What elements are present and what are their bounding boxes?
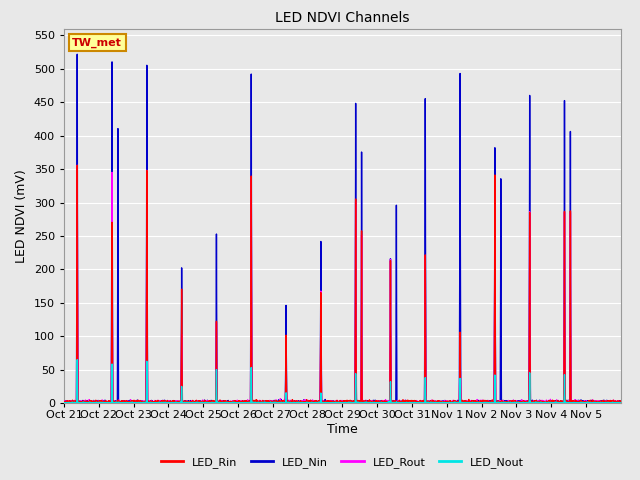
Text: TW_met: TW_met	[72, 37, 122, 48]
X-axis label: Time: Time	[327, 423, 358, 436]
Title: LED NDVI Channels: LED NDVI Channels	[275, 11, 410, 25]
Legend: LED_Rin, LED_Nin, LED_Rout, LED_Nout: LED_Rin, LED_Nin, LED_Rout, LED_Nout	[157, 453, 528, 472]
Y-axis label: LED NDVI (mV): LED NDVI (mV)	[15, 169, 28, 263]
